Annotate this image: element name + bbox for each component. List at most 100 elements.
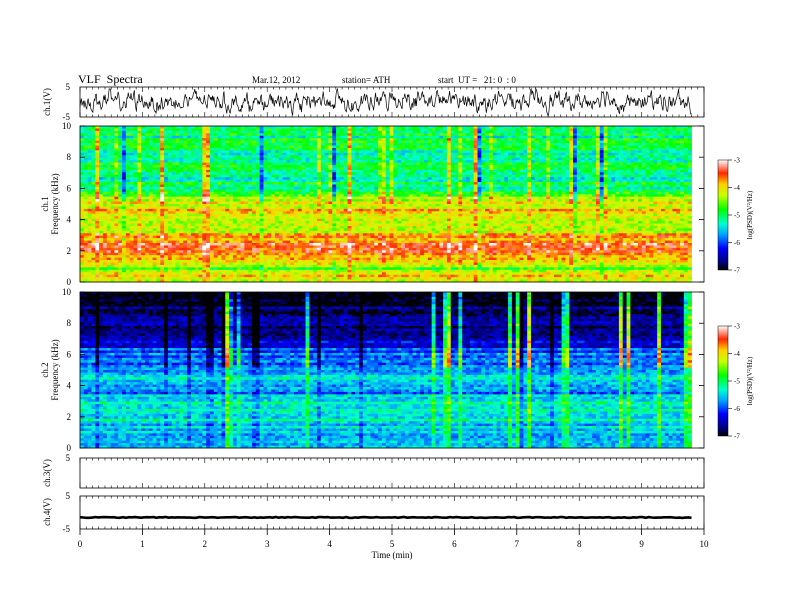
spectrogram-cell (194, 194, 199, 198)
spectrogram-cell (511, 157, 517, 161)
spectrogram-cell (599, 138, 605, 142)
spectrogram-cell (87, 126, 92, 129)
spectrogram-cell (401, 172, 406, 176)
spectrogram-cell (599, 186, 605, 190)
spectrogram-cell (91, 147, 96, 151)
spectrogram-cell (336, 186, 341, 190)
spectrogram-cell (550, 145, 555, 149)
spectrogram-cell (443, 172, 448, 176)
spectrogram-cell (584, 172, 589, 176)
spectrogram-cell (477, 157, 482, 161)
spectrogram-cell (339, 177, 345, 181)
spectrogram-cell (160, 172, 165, 176)
spectrogram-cell (229, 186, 234, 190)
spectrogram-cell (206, 150, 211, 154)
spectrogram-cell (611, 165, 616, 168)
spectrogram-cell (152, 155, 157, 159)
spectrogram-cell (569, 172, 574, 176)
spectrogram-cell (164, 140, 169, 144)
spectrogram-cell (271, 162, 276, 166)
spectrogram-cell (393, 143, 398, 146)
spectrogram-cell (118, 172, 123, 176)
spectrogram-cell (362, 167, 368, 171)
spectrogram-cell (660, 172, 666, 176)
spectrogram-cell (603, 165, 608, 168)
spectrogram-cell (198, 145, 203, 149)
spectrogram-cell (336, 191, 341, 195)
spectrogram-cell (603, 184, 608, 188)
spectrogram-cell (240, 172, 245, 176)
spectrogram-cell (305, 126, 310, 129)
spectrogram-cell (473, 177, 478, 181)
spectrogram-cell (125, 186, 131, 190)
spectrogram-cell (209, 186, 215, 190)
spectrogram-cell (634, 150, 639, 154)
spectrogram-cell (599, 177, 605, 181)
spectrogram-cell (458, 172, 463, 176)
spectrogram-cell (141, 152, 146, 156)
spectrogram-cell (336, 177, 341, 181)
spectrogram-cell (316, 126, 322, 129)
spectrogram-cell (611, 184, 616, 188)
spectrogram-cell (320, 186, 326, 190)
spectrogram-cell (603, 189, 608, 193)
spectrogram-cell (511, 162, 517, 166)
spectrogram-cell (588, 179, 593, 183)
spectrogram-cell (439, 126, 444, 129)
spectrogram-cell (641, 155, 647, 159)
spectrogram-cell (141, 157, 146, 161)
spectrogram-cell (324, 152, 329, 156)
spectrogram-cell (267, 140, 272, 144)
spectrogram-cell (202, 140, 207, 144)
spectrogram-cell (404, 126, 410, 129)
spectrogram-cell (294, 182, 299, 185)
spectrogram-cell (217, 143, 222, 146)
spectrogram-cell (546, 191, 551, 195)
spectrogram-cell (668, 174, 673, 178)
spectrogram-cell (615, 130, 620, 134)
spectrogram-cell (320, 184, 326, 188)
spectrogram-cell (129, 155, 134, 159)
spectrogram-cell (477, 135, 482, 139)
spectrogram-cell (557, 135, 562, 139)
spectrogram-cell (355, 177, 360, 181)
spectrogram-cell (102, 167, 108, 171)
spectrogram-cell (515, 130, 520, 134)
spectrogram-cell (359, 128, 364, 132)
spectrogram-cell (274, 157, 280, 161)
spectrogram-cell (164, 174, 169, 178)
spectrogram-cell (626, 169, 631, 173)
spectrogram-cell (336, 138, 341, 142)
spectrogram-cell (481, 135, 486, 139)
spectrogram-cell (542, 169, 547, 173)
spectrogram-cell (408, 172, 413, 176)
spectrogram-cell (423, 177, 429, 181)
spectrogram-cell (305, 143, 310, 146)
spectrogram-cell (683, 186, 689, 190)
spectrogram-cell (630, 186, 635, 190)
spectrogram-cell (553, 189, 559, 193)
spectrogram-cell (336, 184, 341, 188)
spectrogram-cell (156, 138, 161, 142)
spectrogram-cell (232, 135, 238, 139)
spectrogram-cell (244, 174, 249, 178)
spectrogram-cell (190, 143, 196, 146)
spectrogram-cell (336, 147, 341, 151)
spectrogram-cell (225, 147, 230, 151)
spectrogram-cell (194, 126, 199, 129)
spectrogram-cell (175, 186, 180, 190)
spectrogram-cell (271, 147, 276, 151)
spectrogram-cell (378, 152, 383, 156)
spectrogram-cell (294, 133, 299, 137)
spectrogram-cell (374, 165, 379, 168)
spectrogram-cell (355, 184, 360, 188)
spectrogram-cell (443, 167, 448, 171)
spectrogram-cell (106, 145, 111, 149)
spectrogram-cell (680, 191, 685, 195)
spectrogram-cell (190, 182, 196, 185)
spectrogram-cell (649, 165, 654, 168)
spectrogram-cell (641, 189, 647, 193)
spectrogram-cell (91, 189, 96, 193)
spectrogram-cell (488, 184, 494, 188)
spectrogram-cell (638, 194, 643, 198)
